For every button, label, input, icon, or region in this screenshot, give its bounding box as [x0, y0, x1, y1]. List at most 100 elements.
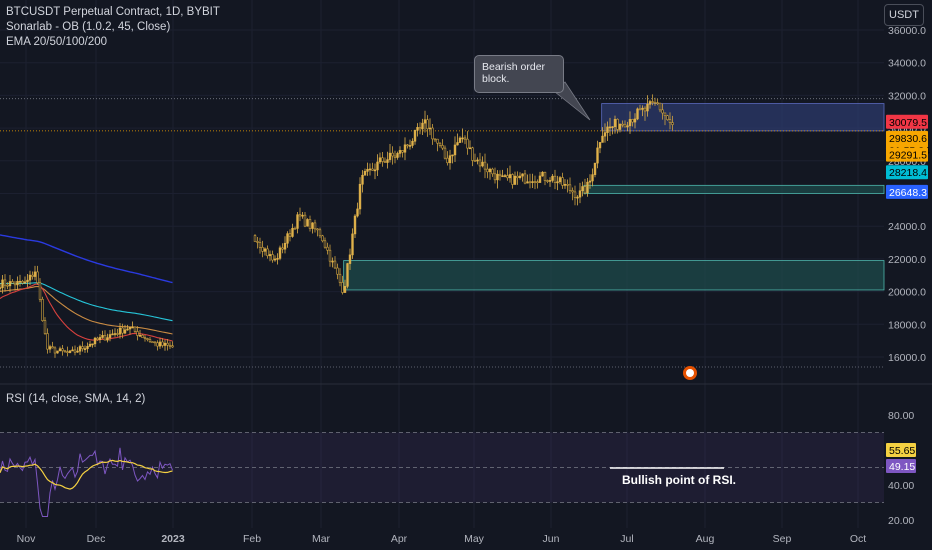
event-marker-inner [686, 369, 694, 377]
candle-body [308, 219, 312, 229]
candle-body [426, 119, 429, 130]
candle-body [663, 112, 667, 117]
rsi-legend[interactable]: RSI (14, close, SMA, 14, 2) [6, 393, 146, 405]
candle-body [646, 104, 649, 112]
candle-body [431, 127, 434, 140]
candle-body [131, 326, 134, 329]
candle-body [463, 137, 467, 140]
price-label-box [886, 114, 928, 129]
candle-body [28, 274, 32, 281]
candle-body [98, 337, 102, 340]
y-tick-label: 18000.0 [888, 319, 926, 331]
candle-body [588, 180, 592, 183]
candle-body [408, 145, 412, 147]
x-tick-label: Aug [696, 533, 715, 545]
candle-body [428, 127, 432, 130]
candle-body [113, 333, 117, 335]
candle-body [568, 184, 572, 191]
candle-body [116, 333, 119, 335]
candle-body [43, 320, 47, 334]
candle-body [528, 181, 532, 184]
candle-body [53, 347, 57, 354]
candle-body [31, 274, 34, 277]
rsi-y-tick-label: 20.00 [888, 515, 914, 527]
candle-body [501, 175, 504, 178]
currency-button[interactable]: USDT [884, 4, 924, 26]
candle-body [141, 334, 144, 338]
candle-body [446, 157, 449, 164]
rsi-y-tick-label: 80.00 [888, 410, 914, 422]
rsi-value-box [886, 443, 916, 457]
candle-body [1, 279, 4, 288]
candle-body [146, 338, 149, 340]
candle-body [448, 155, 452, 164]
candle-body [471, 147, 474, 161]
candle-body [48, 346, 52, 350]
candle-body [536, 181, 539, 184]
x-tick-label: Apr [391, 533, 408, 545]
candle-body [466, 138, 469, 149]
indicator-ema-label[interactable]: EMA 20/50/100/200 [6, 36, 108, 48]
candle-body [281, 247, 284, 250]
y-tick-label: 32000.0 [888, 90, 926, 102]
y-tick-label: 24000.0 [888, 221, 926, 233]
candle-body [486, 168, 489, 173]
candle-body [608, 126, 612, 129]
candle-body [348, 254, 352, 264]
candle-body [468, 147, 472, 150]
candle-body [91, 343, 94, 346]
candle-body [8, 281, 12, 287]
candle-body [658, 102, 662, 111]
candle-body [461, 137, 464, 140]
candle-body [551, 175, 554, 181]
candle-body [401, 150, 404, 153]
candle-body [593, 162, 597, 175]
candle-body [138, 334, 142, 337]
price-label: 26648.3 [889, 187, 927, 199]
candle-body [283, 242, 287, 250]
candle-body [566, 184, 569, 186]
candle-body [406, 144, 409, 147]
candle-body [136, 331, 139, 336]
candle-body [478, 159, 482, 167]
candle-body [103, 335, 107, 341]
candle-body [661, 109, 664, 114]
candle-body [636, 108, 639, 120]
candle-body [73, 349, 77, 353]
candle-body [671, 122, 674, 125]
candle-body [83, 348, 87, 350]
candle-body [263, 248, 267, 252]
candle-body [303, 214, 307, 227]
candle-body [361, 174, 364, 185]
candle-body [118, 327, 122, 335]
candle-body [618, 123, 622, 130]
candle-body [666, 115, 669, 120]
candle-body [653, 101, 657, 104]
candle-body [481, 161, 484, 167]
candle-body [306, 219, 309, 227]
candle-body [493, 173, 497, 181]
candle-body [548, 180, 552, 182]
symbol-title[interactable]: BTCUSDT Perpetual Contract, 1D, BYBIT [6, 6, 220, 18]
candle-body [301, 214, 304, 217]
candle-body [108, 334, 112, 338]
x-tick-label: Sep [773, 533, 792, 545]
candle-body [343, 286, 347, 293]
indicator-ob-label[interactable]: Sonarlab - OB (1.0.2, 45, Close) [6, 21, 171, 33]
candle-body [573, 191, 577, 198]
candle-body [171, 345, 174, 348]
candle-body [0, 287, 2, 289]
candle-body [498, 173, 502, 177]
candle-body [148, 339, 152, 343]
candle-body [366, 168, 369, 172]
candle-body [311, 222, 314, 229]
candle-body [368, 168, 372, 171]
candle-body [611, 126, 614, 129]
candle-body [36, 271, 39, 284]
candle-body [16, 281, 19, 286]
candle-body [318, 229, 322, 237]
candle-body [111, 333, 114, 336]
candle-body [438, 142, 442, 146]
rsi-sma-line [0, 459, 173, 490]
